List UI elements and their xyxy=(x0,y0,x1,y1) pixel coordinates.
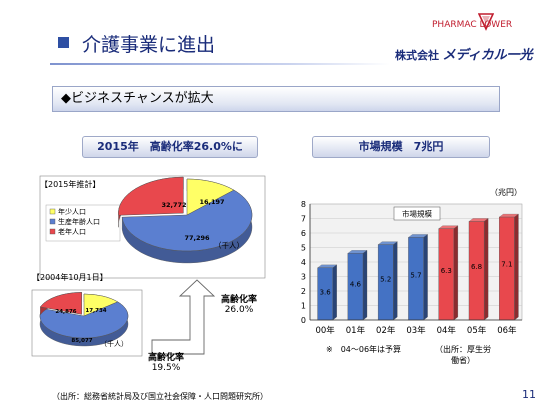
growth-arrow-icon xyxy=(151,279,216,355)
legend-swatch-young xyxy=(49,208,56,215)
flower-logo-icon xyxy=(478,13,494,31)
bar-06年 xyxy=(499,216,515,321)
bar-xtick-label: 02年 xyxy=(376,325,396,336)
logo-wordmark: PHARMAC LOWER xyxy=(432,20,513,30)
bar-legend-box xyxy=(393,206,441,221)
bar-xtick-label: 05年 xyxy=(467,325,487,336)
bar-side-face xyxy=(453,225,459,321)
bar-xtick-label: 04年 xyxy=(437,325,457,336)
title-bullet-square xyxy=(58,37,69,48)
business-chance-banner: ◆ビジネスチャンスが拡大 xyxy=(52,86,500,112)
legend-swatch-elderly xyxy=(49,228,56,235)
pie-2015-caption: 【2015年推計】 xyxy=(40,180,101,189)
pie-2015-slice-2 xyxy=(118,176,184,216)
bar-value-label: 7.1 xyxy=(501,260,512,268)
pie-2004-slice-label-0: 17,734 xyxy=(85,308,106,314)
bar-side-face xyxy=(362,249,368,321)
aging-rate-2004-title: 高齢化率 xyxy=(147,353,184,363)
page-number: 11 xyxy=(522,388,536,401)
bar-ytick-label: 4 xyxy=(301,258,306,267)
pie-2015-slice-label-0: 16,197 xyxy=(199,198,224,206)
bar-side-face xyxy=(423,234,428,321)
pie-2004-slice-1 xyxy=(39,301,129,339)
bar-source-footnote: （出所：厚生労働省） xyxy=(435,345,491,365)
bar-unit-label: （兆円） xyxy=(490,188,522,197)
aging-rate-2015-title: 高齢化率 xyxy=(220,295,257,305)
bar-value-label: 3.6 xyxy=(320,288,332,296)
pie-2004-unit: （千人） xyxy=(100,340,128,348)
footer-source: （出所：総務省統計局及び国立社会保障・人口問題研究所） xyxy=(52,392,268,401)
bar-ytick-label: 1 xyxy=(301,302,306,311)
bar-ytick-label: 8 xyxy=(301,200,306,209)
pie-2015-slice-label-2: 32,772 xyxy=(161,201,186,209)
pie-2004: 17,734 85,077 24,876 xyxy=(39,292,129,347)
company-prefix: 株式会社 xyxy=(395,49,439,62)
market-size-bar-chart: 0 1 2 3 4 5 6 7 8 3.6 00年 4.6 01年 5.2 02年 5.7 03年 6.3 04年 6… xyxy=(301,200,523,336)
bar-ytick-label: 7 xyxy=(301,215,306,224)
pie-2015-slice-1 xyxy=(121,189,253,252)
pie-2015-slice-label-1: 77,296 xyxy=(184,234,210,242)
legend-label-working: 生産年齢人口 xyxy=(58,217,100,226)
bar-legend-label: 市場規模 xyxy=(402,209,432,219)
bar-value-label: 5.2 xyxy=(380,276,391,284)
bar-side-face xyxy=(483,218,489,321)
pie-2004-slice-2 xyxy=(39,292,82,315)
bar-ytick-label: 0 xyxy=(301,316,306,325)
pie-2004-slice-label-1: 85,077 xyxy=(71,338,92,344)
pie-2015: 16,197 77,296 32,772 xyxy=(118,176,253,264)
pie-2004-caption: 【2004年10月1日】 xyxy=(32,273,108,282)
company-brand: メディカル一光 xyxy=(442,48,533,63)
aging-rate-2004-label: 高齢化率 19.5% xyxy=(142,350,190,373)
bar-xtick-label: 06年 xyxy=(497,325,517,336)
bar-side-face xyxy=(332,264,337,321)
title-underline xyxy=(50,63,390,65)
bar-value-label: 6.3 xyxy=(441,267,452,275)
bar-ytick-label: 3 xyxy=(301,273,306,282)
aging-rate-2015-label: 高齢化率 26.0% xyxy=(215,292,263,315)
legend-label-young: 年少人口 xyxy=(58,207,86,216)
bar-side-face xyxy=(393,241,398,321)
company-name: 株式会社 メディカル一光 xyxy=(395,44,533,63)
slide-title: 介護事業に進出 xyxy=(82,34,216,56)
aging-rate-2004-value: 19.5% xyxy=(151,363,181,373)
bar-xtick-label: 01年 xyxy=(346,325,366,336)
bar-ytick-label: 5 xyxy=(301,244,306,253)
bar-xtick-label: 00年 xyxy=(315,325,335,336)
legend-swatch-working xyxy=(49,218,56,225)
bar-ytick-label: 6 xyxy=(301,229,306,238)
bar-ytick-label: 2 xyxy=(301,287,306,296)
market-size-heading: 市場規模 7兆円 xyxy=(312,136,490,158)
bar-value-label: 6.8 xyxy=(471,263,482,271)
pie-2004-slice-label-2: 24,876 xyxy=(55,309,76,315)
aging-rate-heading: 2015年 高齢化率26.0%に xyxy=(82,136,258,158)
bar-value-label: 5.7 xyxy=(410,272,421,280)
pie-2015-unit: （千人） xyxy=(214,241,244,250)
pie-2015-legend: 年少人口 生産年齢人口 老年人口 xyxy=(45,204,121,242)
bar-xtick-label: 03年 xyxy=(406,325,426,336)
bar-value-label: 4.6 xyxy=(350,280,362,288)
forecast-footnote: ※ 04～06年は予算 xyxy=(326,345,402,354)
aging-rate-2015-value: 26.0% xyxy=(224,305,254,315)
bar-side-face xyxy=(514,213,519,321)
legend-label-elderly: 老年人口 xyxy=(58,227,86,236)
